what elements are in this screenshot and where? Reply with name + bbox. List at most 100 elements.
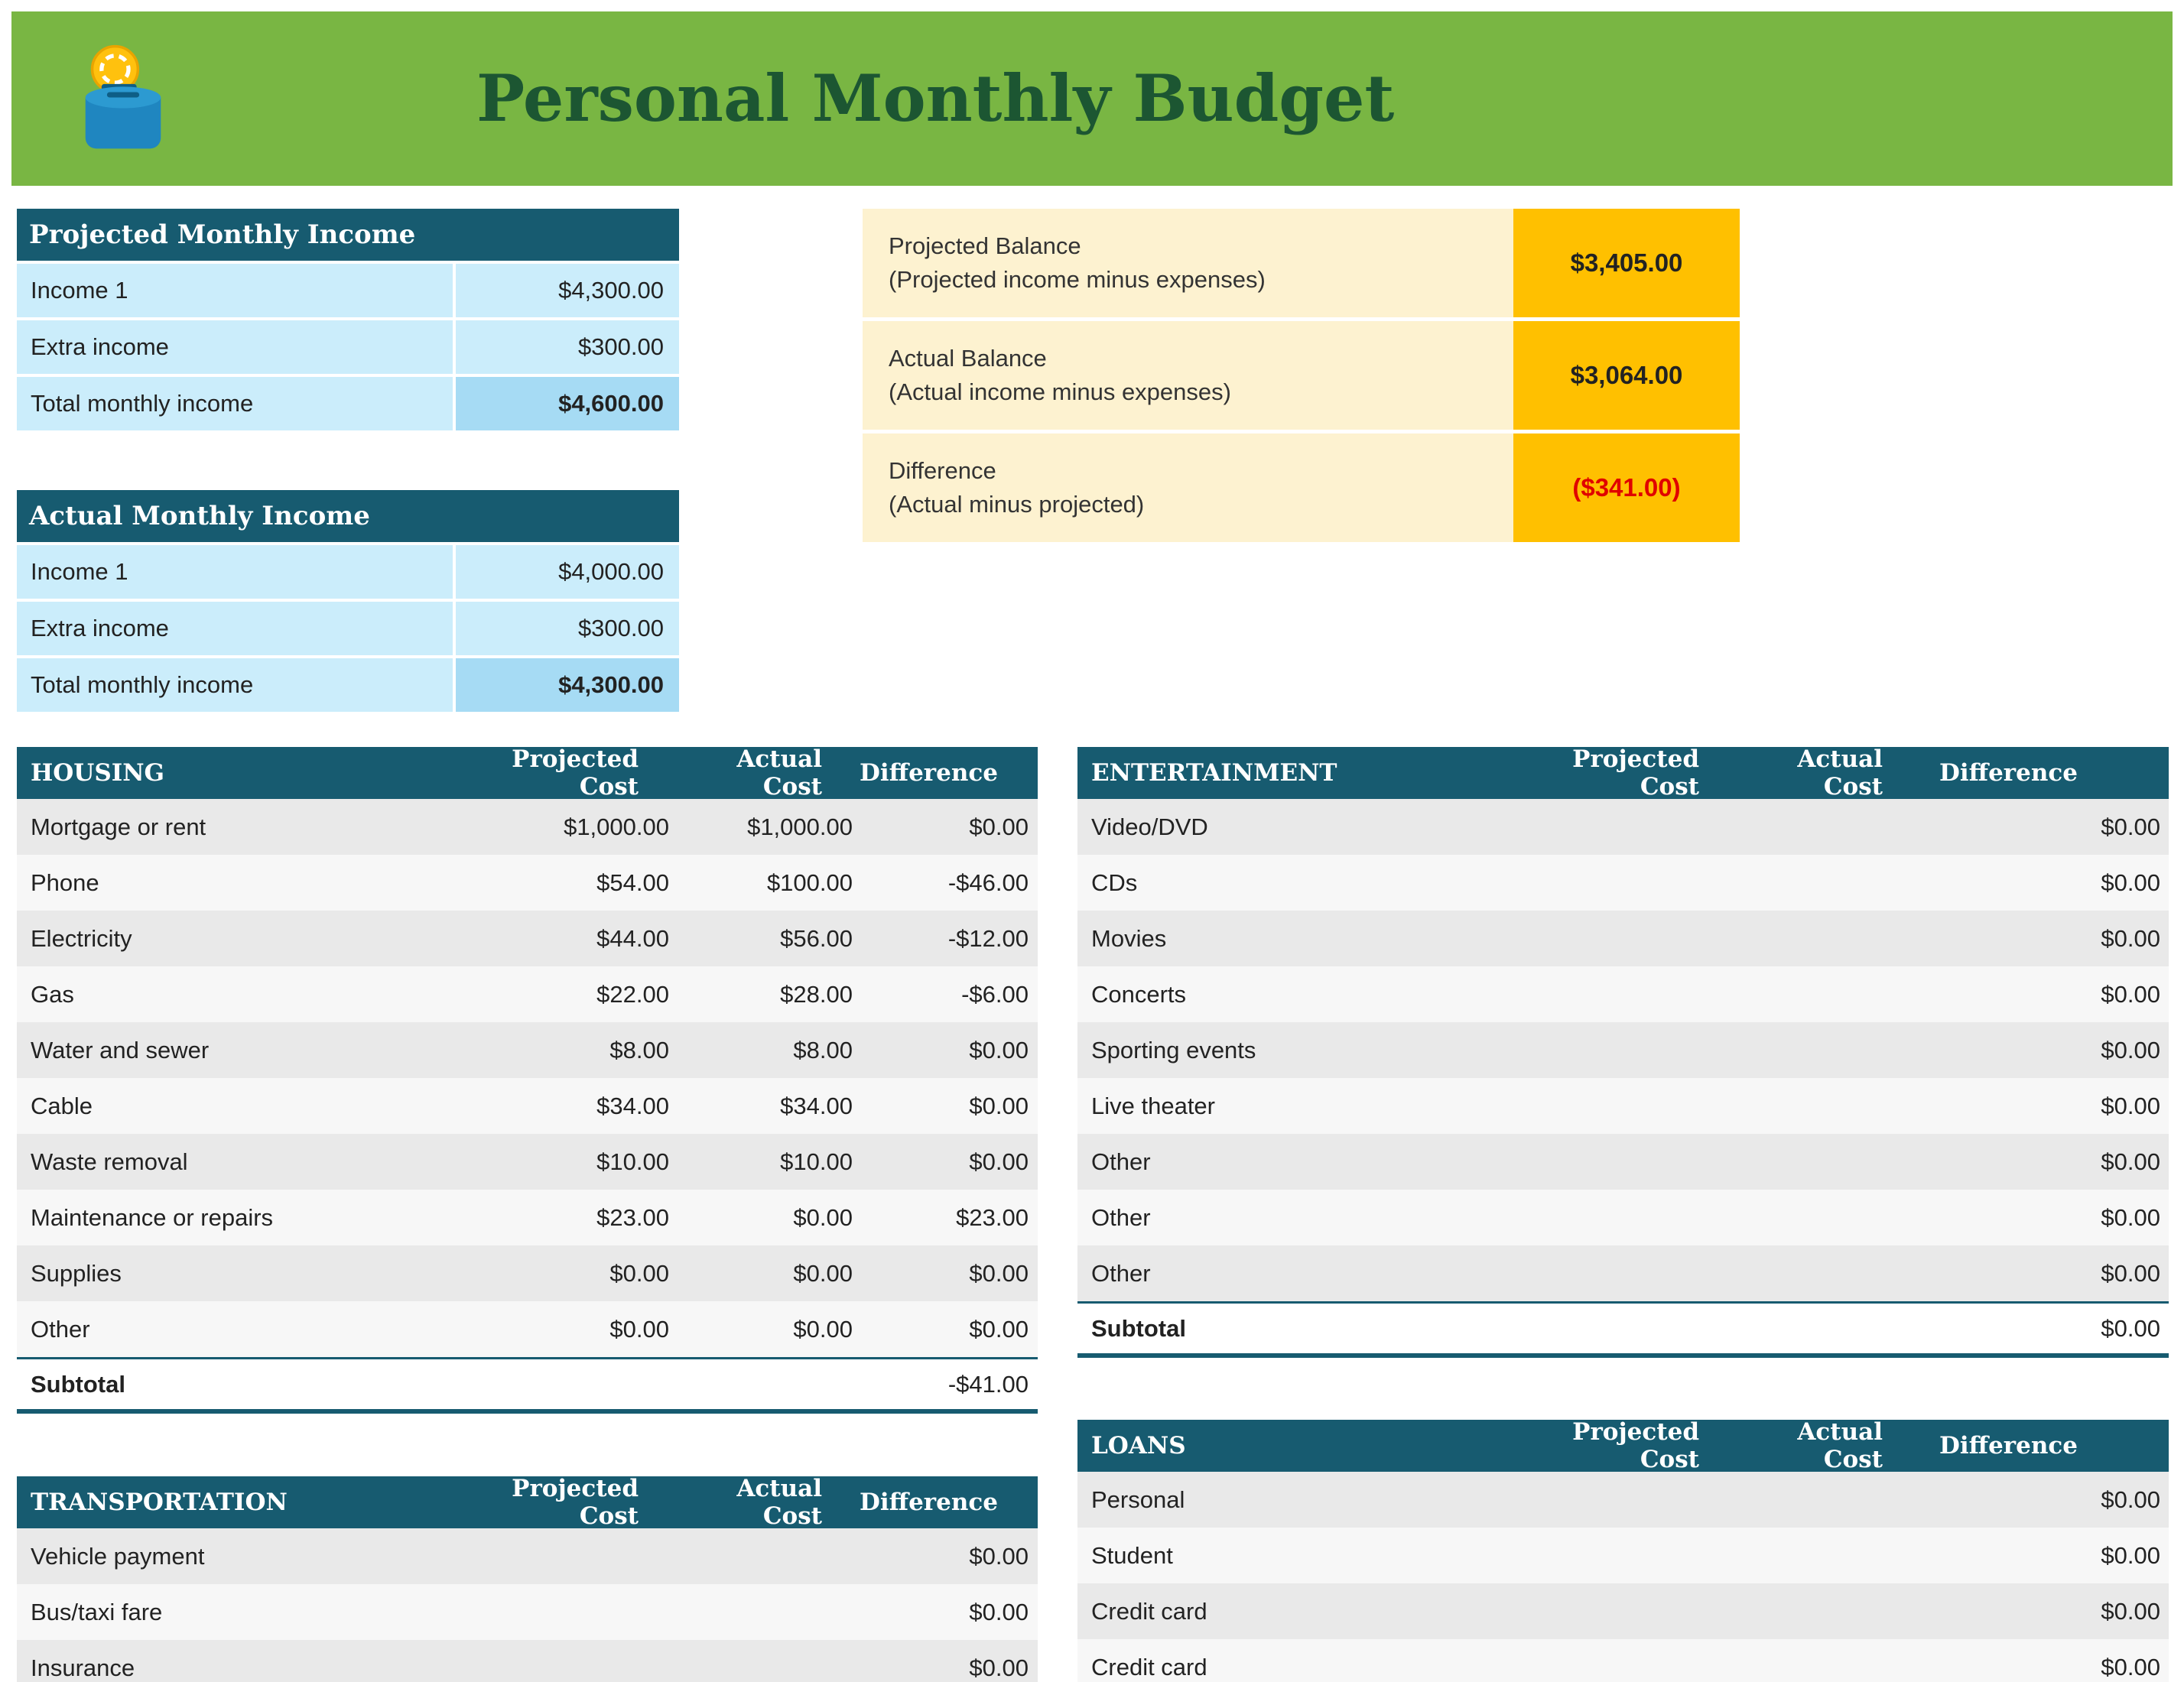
table-row[interactable]: Extra income $300.00 (17, 599, 679, 655)
row-projected[interactable]: $8.00 (609, 1036, 669, 1063)
row-label[interactable]: Maintenance or repairs (31, 1203, 274, 1231)
row-projected[interactable]: $34.00 (596, 1092, 669, 1119)
subtotal-difference[interactable]: $0.00 (2101, 1314, 2160, 1342)
row-value[interactable]: $300.00 (456, 320, 679, 374)
row-projected[interactable]: $22.00 (596, 980, 669, 1008)
row-value[interactable]: $4,000.00 (456, 545, 679, 599)
table-row[interactable]: Income 1 $4,000.00 (17, 542, 679, 599)
table-row[interactable]: Waste removal $10.00 $10.00 $0.00 (17, 1134, 1038, 1190)
row-label[interactable]: Credit card (1091, 1597, 1207, 1625)
row-projected[interactable]: $44.00 (596, 924, 669, 952)
total-value[interactable]: $4,300.00 (456, 658, 679, 712)
row-label[interactable]: Video/DVD (1091, 813, 1208, 840)
actual-balance-row[interactable]: Actual Balance (Actual income minus expe… (863, 321, 1740, 430)
row-difference[interactable]: -$6.00 (961, 980, 1029, 1008)
table-row[interactable]: Student $0.00 (1077, 1528, 2169, 1583)
row-actual[interactable]: $34.00 (780, 1092, 853, 1119)
row-difference[interactable]: -$12.00 (947, 924, 1029, 952)
row-label[interactable]: Bus/taxi fare (31, 1598, 163, 1625)
row-label[interactable]: Mortgage or rent (31, 813, 206, 840)
row-difference[interactable]: $0.00 (969, 1036, 1029, 1063)
row-difference[interactable]: $0.00 (2101, 980, 2160, 1008)
row-difference[interactable]: $0.00 (2101, 1036, 2160, 1063)
row-difference[interactable]: $0.00 (969, 1148, 1029, 1175)
row-label[interactable]: Credit card (1091, 1653, 1207, 1680)
row-projected[interactable]: $0.00 (609, 1259, 669, 1287)
row-difference[interactable]: $0.00 (2101, 1259, 2160, 1287)
row-label[interactable]: Cable (31, 1092, 93, 1119)
row-label[interactable]: Other (1091, 1148, 1151, 1175)
row-actual[interactable]: $1,000.00 (747, 813, 853, 840)
row-projected[interactable]: $23.00 (596, 1203, 669, 1231)
row-label[interactable]: Extra income (17, 602, 456, 655)
subtotal-label[interactable]: Subtotal (1091, 1314, 1186, 1342)
row-label[interactable]: Electricity (31, 924, 132, 952)
table-row[interactable]: Other $0.00 $0.00 $0.00 (17, 1301, 1038, 1357)
subtotal-row[interactable]: Subtotal $0.00 (1077, 1301, 2169, 1358)
table-row[interactable]: Credit card $0.00 (1077, 1583, 2169, 1639)
row-label[interactable]: Other (31, 1315, 90, 1343)
table-row[interactable]: Income 1 $4,300.00 (17, 261, 679, 317)
row-difference[interactable]: $0.00 (2101, 1203, 2160, 1231)
subtotal-difference[interactable]: -$41.00 (947, 1370, 1029, 1398)
table-row[interactable]: Movies $0.00 (1077, 911, 2169, 966)
table-row[interactable]: Other $0.00 (1077, 1245, 2169, 1301)
row-label[interactable]: Supplies (31, 1259, 122, 1287)
table-row[interactable]: Live theater $0.00 (1077, 1078, 2169, 1134)
table-row[interactable]: Cable $34.00 $34.00 $0.00 (17, 1078, 1038, 1134)
total-value[interactable]: $4,600.00 (456, 377, 679, 430)
subtotal-label[interactable]: Subtotal (31, 1370, 125, 1398)
row-label[interactable]: Other (1091, 1259, 1151, 1287)
total-row[interactable]: Total monthly income $4,300.00 (17, 655, 679, 712)
table-row[interactable]: Maintenance or repairs $23.00 $0.00 $23.00 (17, 1190, 1038, 1245)
row-label[interactable]: Insurance (31, 1654, 135, 1681)
row-label[interactable]: CDs (1091, 869, 1138, 896)
row-actual[interactable]: $100.00 (766, 869, 853, 896)
row-label[interactable]: Live theater (1091, 1092, 1215, 1119)
row-actual[interactable]: $8.00 (793, 1036, 853, 1063)
table-row[interactable]: Electricity $44.00 $56.00 -$12.00 (17, 911, 1038, 966)
row-label[interactable]: Vehicle payment (31, 1542, 205, 1570)
row-label[interactable]: Income 1 (17, 545, 456, 599)
row-difference[interactable]: $0.00 (2101, 1486, 2160, 1513)
row-difference[interactable]: $0.00 (969, 1654, 1029, 1681)
row-difference[interactable]: $0.00 (969, 1598, 1029, 1625)
table-row[interactable]: Insurance $0.00 (17, 1640, 1038, 1682)
row-label[interactable]: Other (1091, 1203, 1151, 1231)
row-actual[interactable]: $0.00 (793, 1203, 853, 1231)
row-actual[interactable]: $0.00 (793, 1315, 853, 1343)
row-label[interactable]: Extra income (17, 320, 456, 374)
table-row[interactable]: Personal $0.00 (1077, 1472, 2169, 1528)
table-row[interactable]: Other $0.00 (1077, 1134, 2169, 1190)
row-difference[interactable]: $0.00 (2101, 1541, 2160, 1569)
row-projected[interactable]: $1,000.00 (564, 813, 669, 840)
projected-balance-row[interactable]: Projected Balance (Projected income minu… (863, 209, 1740, 317)
row-difference[interactable]: $0.00 (2101, 1653, 2160, 1680)
balance-value[interactable]: $3,405.00 (1513, 209, 1740, 317)
row-label[interactable]: Gas (31, 980, 74, 1008)
row-difference[interactable]: $0.00 (969, 1542, 1029, 1570)
table-row[interactable]: Supplies $0.00 $0.00 $0.00 (17, 1245, 1038, 1301)
row-label[interactable]: Total monthly income (17, 658, 456, 712)
row-label[interactable]: Total monthly income (17, 377, 456, 430)
row-actual[interactable]: $28.00 (780, 980, 853, 1008)
row-actual[interactable]: $0.00 (793, 1259, 853, 1287)
table-row[interactable]: Concerts $0.00 (1077, 966, 2169, 1022)
row-projected[interactable]: $54.00 (596, 869, 669, 896)
table-row[interactable]: Bus/taxi fare $0.00 (17, 1584, 1038, 1640)
table-row[interactable]: Water and sewer $8.00 $8.00 $0.00 (17, 1022, 1038, 1078)
table-row[interactable]: Sporting events $0.00 (1077, 1022, 2169, 1078)
row-projected[interactable]: $0.00 (609, 1315, 669, 1343)
row-difference[interactable]: -$46.00 (947, 869, 1029, 896)
row-label[interactable]: Personal (1091, 1486, 1185, 1513)
row-projected[interactable]: $10.00 (596, 1148, 669, 1175)
row-label[interactable]: Phone (31, 869, 99, 896)
row-difference[interactable]: $0.00 (2101, 869, 2160, 896)
row-value[interactable]: $4,300.00 (456, 264, 679, 317)
row-label[interactable]: Movies (1091, 924, 1167, 952)
row-difference[interactable]: $0.00 (969, 1259, 1029, 1287)
row-label[interactable]: Waste removal (31, 1148, 188, 1175)
row-label[interactable]: Concerts (1091, 980, 1187, 1008)
row-difference[interactable]: $0.00 (969, 1092, 1029, 1119)
row-value[interactable]: $300.00 (456, 602, 679, 655)
